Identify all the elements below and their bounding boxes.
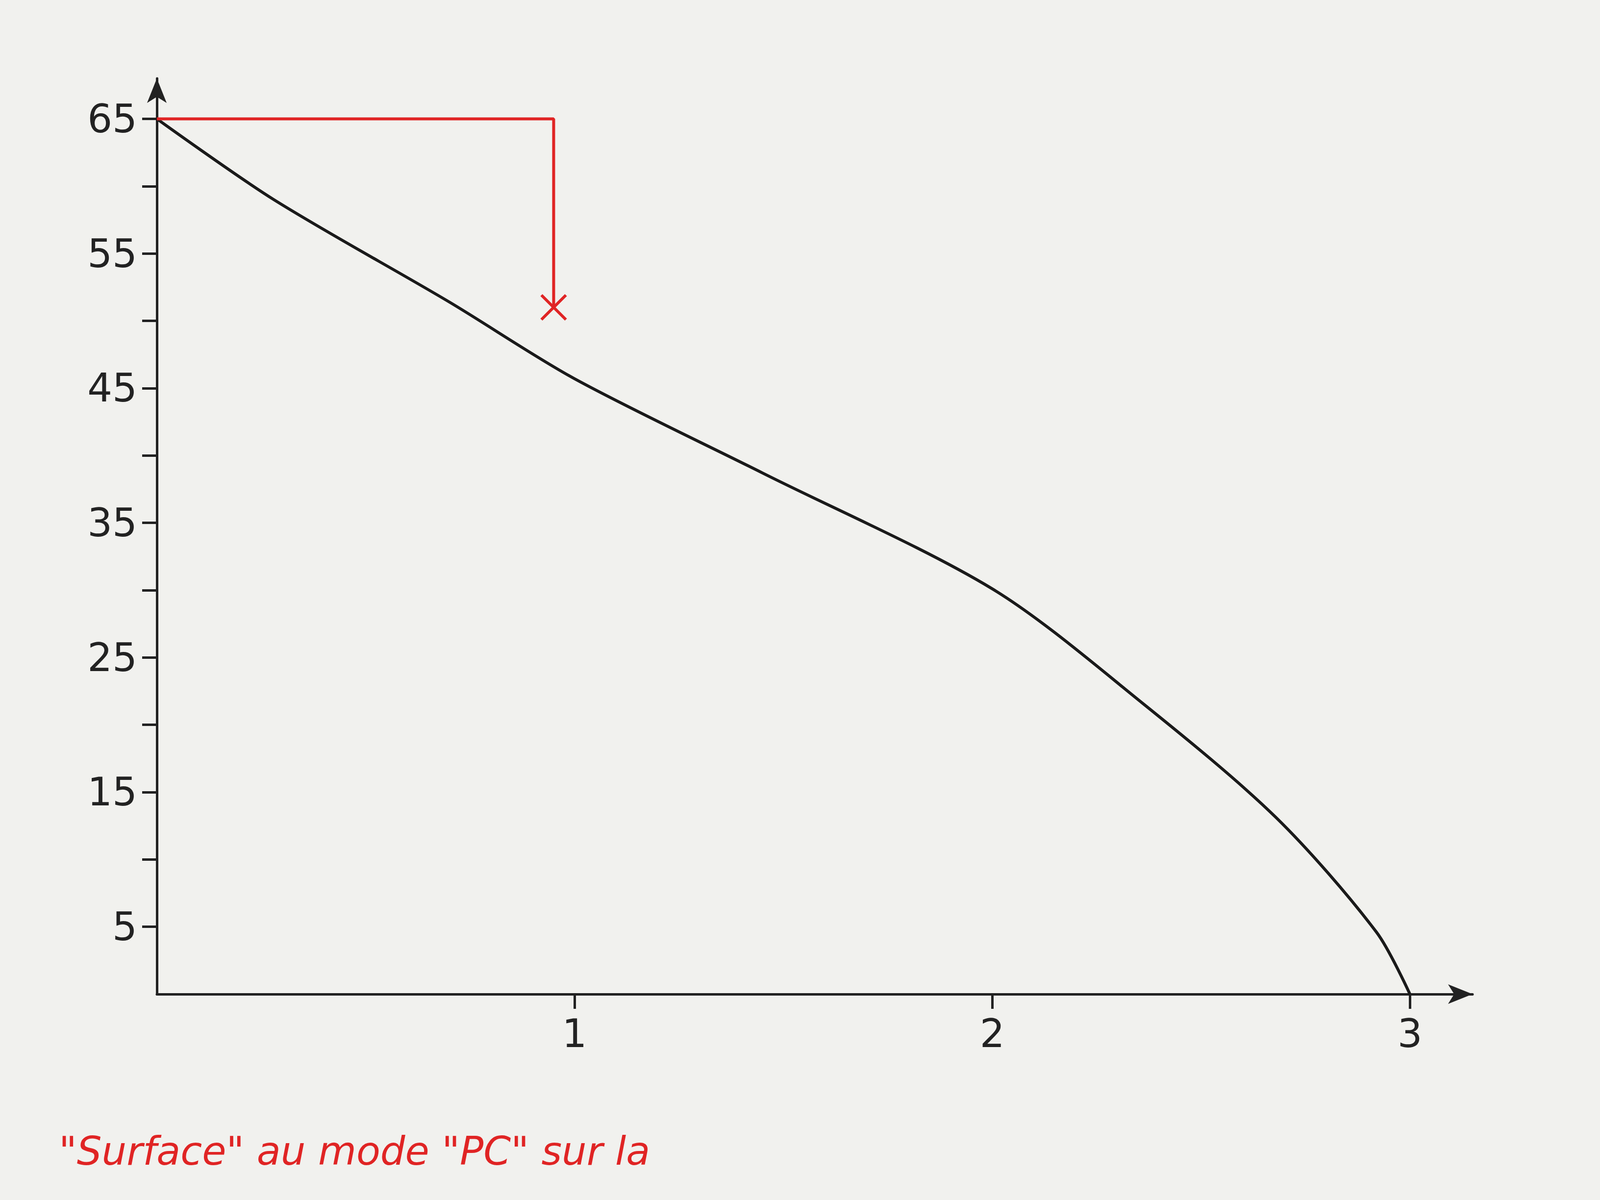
svg-text:25: 25 — [87, 634, 138, 681]
svg-text:2: 2 — [979, 1010, 1005, 1057]
svg-text:35: 35 — [87, 500, 138, 546]
svg-text:5: 5 — [112, 903, 138, 950]
svg-text:55: 55 — [87, 230, 138, 277]
svg-text:45: 45 — [87, 365, 138, 411]
svg-text:"Surface" au mode "PC" sur la: "Surface" au mode "PC" sur la — [58, 1128, 650, 1175]
svg-text:3: 3 — [1397, 1010, 1423, 1057]
svg-text:15: 15 — [87, 769, 138, 815]
svg-text:1: 1 — [562, 1010, 588, 1057]
svg-text:65: 65 — [87, 96, 138, 142]
